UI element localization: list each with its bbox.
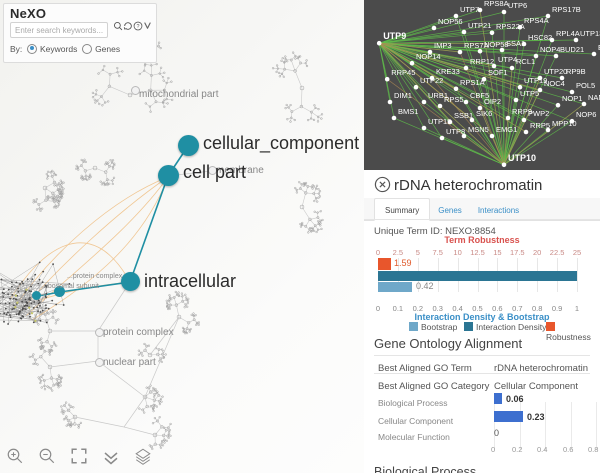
svg-text:UTP5: UTP5 (520, 89, 539, 98)
svg-text:DIM1: DIM1 (394, 91, 412, 100)
svg-text:KRE33: KRE33 (436, 67, 460, 76)
svg-text:RPS17B: RPS17B (552, 5, 581, 14)
svg-text:BUD21: BUD21 (560, 45, 584, 54)
svg-text:RRP45: RRP45 (391, 68, 415, 77)
svg-text:UTP20: UTP20 (544, 67, 567, 76)
svg-text:SIK6: SIK6 (476, 109, 492, 118)
svg-text:PWP2: PWP2 (528, 109, 549, 118)
svg-text:UTP8: UTP8 (446, 127, 465, 136)
svg-text:MPP10: MPP10 (552, 119, 577, 128)
svg-text:UTP21: UTP21 (468, 21, 491, 30)
svg-text:POL5: POL5 (576, 81, 595, 90)
svg-text:NOC4: NOC4 (544, 79, 565, 88)
svg-text:UTP15: UTP15 (428, 117, 451, 126)
svg-text:EMG1: EMG1 (496, 125, 517, 134)
svg-text:RRP5: RRP5 (530, 121, 550, 130)
svg-text:RCL1: RCL1 (516, 57, 535, 66)
svg-text:OIP2: OIP2 (484, 97, 501, 106)
svg-text:MSN5: MSN5 (468, 125, 489, 134)
svg-text:NOP56: NOP56 (438, 17, 463, 26)
svg-text:NOP6: NOP6 (576, 110, 596, 119)
svg-text:NOP1: NOP1 (562, 94, 582, 103)
svg-text:RPS22A: RPS22A (496, 22, 525, 31)
svg-text:SSA1: SSA1 (506, 39, 525, 48)
svg-text:BMS1: BMS1 (398, 107, 418, 116)
svg-text:NOP14: NOP14 (416, 52, 441, 61)
svg-text:RP9B: RP9B (566, 67, 586, 76)
svg-text:RPS5: RPS5 (444, 95, 464, 104)
svg-text:SSB1: SSB1 (454, 111, 473, 120)
svg-text:UTP7: UTP7 (460, 5, 479, 14)
svg-text:UTP9: UTP9 (383, 31, 406, 41)
svg-text:UTP10: UTP10 (508, 153, 536, 163)
svg-text:HSC82: HSC82 (528, 33, 552, 42)
svg-text:UTP4: UTP4 (498, 55, 517, 64)
svg-text:NOP4: NOP4 (540, 45, 560, 54)
svg-text:UTP22: UTP22 (420, 76, 443, 85)
svg-text:UTP6: UTP6 (508, 1, 527, 10)
svg-text:RPS8A: RPS8A (484, 0, 509, 8)
svg-text:RRP12: RRP12 (470, 57, 494, 66)
svg-text:RPL4A: RPL4A (556, 29, 580, 38)
svg-text:NAN1: NAN1 (588, 93, 600, 102)
svg-text:RPS1A: RPS1A (460, 78, 485, 87)
svg-text:IMP3: IMP3 (434, 41, 452, 50)
svg-text:UTP13: UTP13 (580, 29, 600, 38)
svg-text:NOP58: NOP58 (484, 40, 509, 49)
svg-text:RPS4A: RPS4A (524, 16, 549, 25)
svg-text:SOF1: SOF1 (488, 68, 508, 77)
